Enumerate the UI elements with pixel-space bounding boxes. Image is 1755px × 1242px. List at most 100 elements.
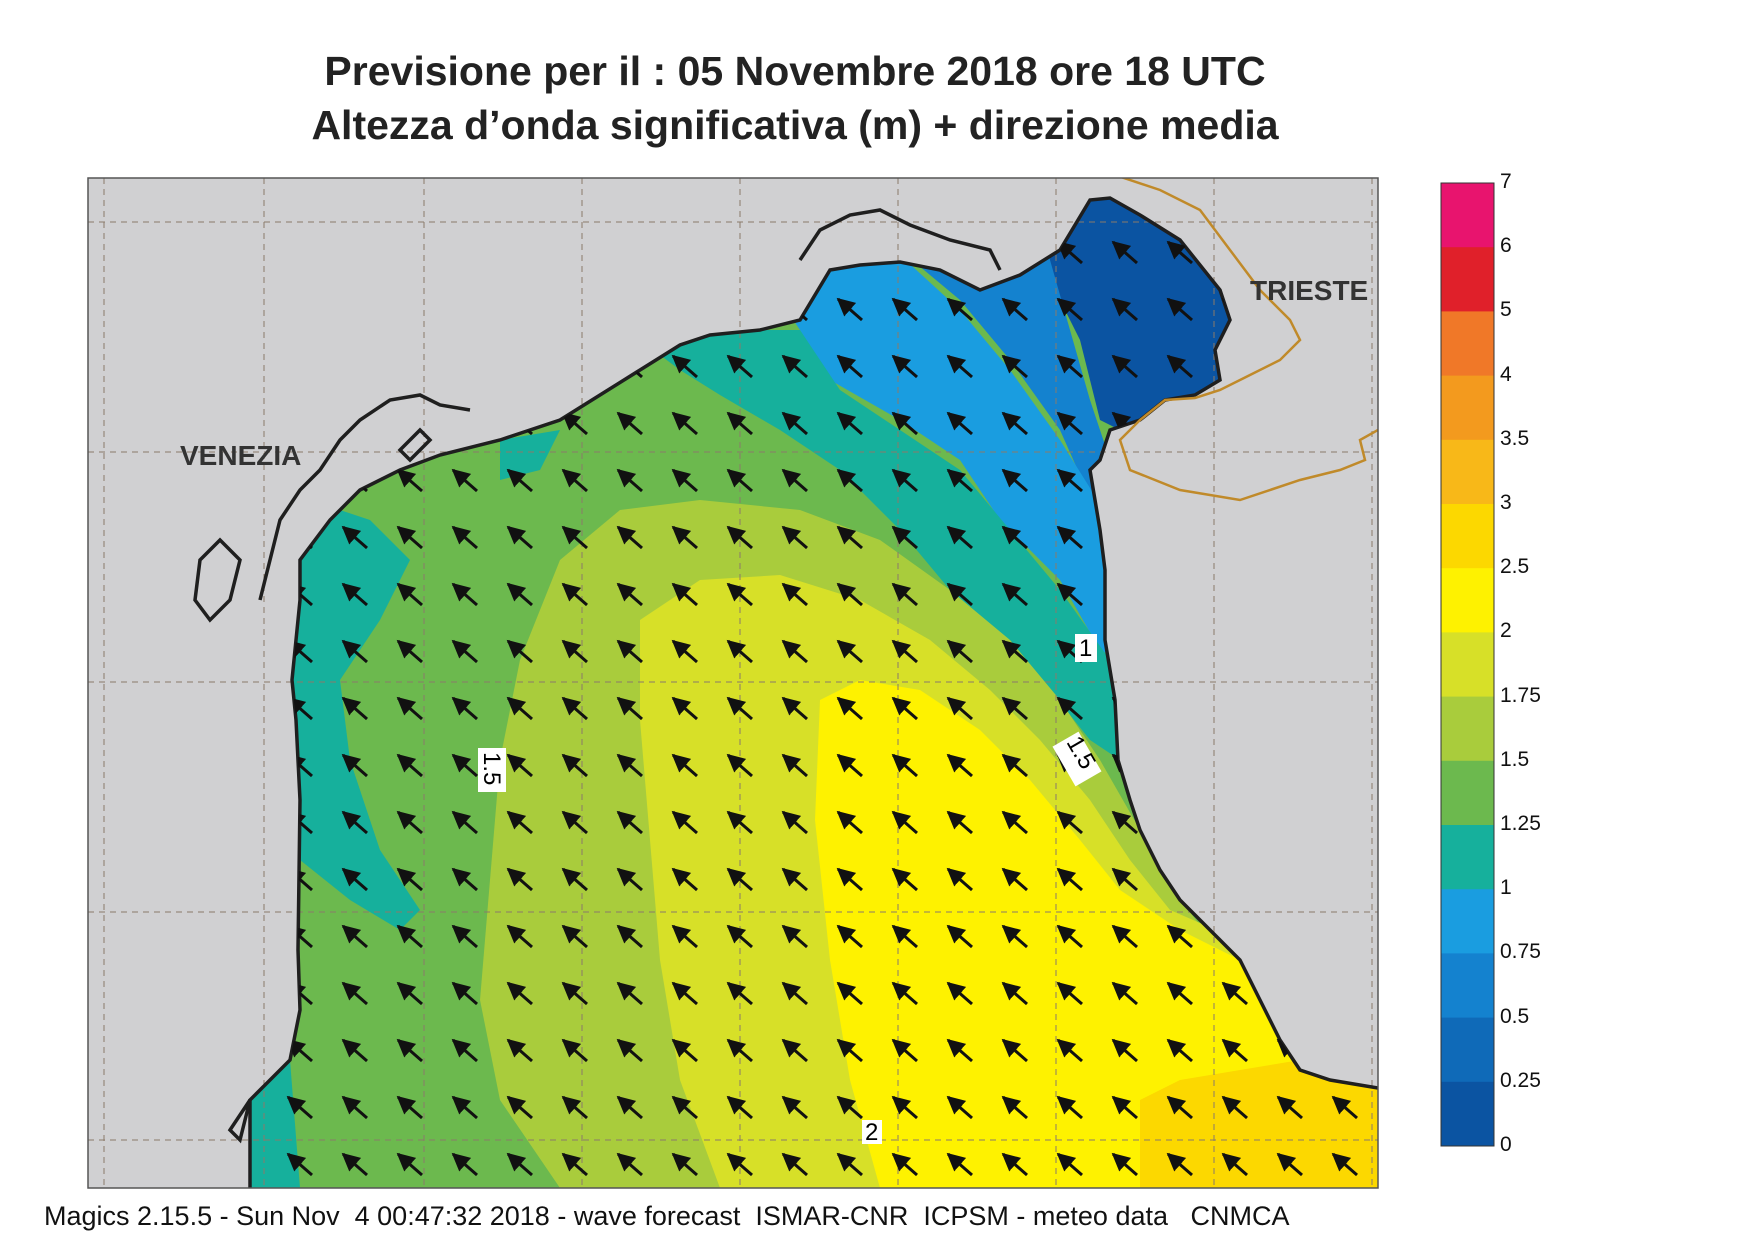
color-bar-swatch — [1441, 953, 1494, 1019]
wave-arrow — [946, 639, 973, 664]
wave-arrow — [891, 867, 918, 892]
wave-arrow — [1001, 810, 1028, 835]
wave-arrow — [1056, 297, 1083, 322]
color-bar-tick-label: 3.5 — [1500, 426, 1530, 450]
wave-arrow — [946, 468, 973, 493]
wave-arrow — [891, 1152, 918, 1177]
color-bar-tick-label: 6 — [1500, 234, 1512, 258]
wave-arrow — [946, 1038, 973, 1063]
color-bar-tick-label: 0.5 — [1500, 1004, 1530, 1028]
wave-arrow — [616, 639, 643, 664]
wave-arrow — [1166, 924, 1193, 949]
wave-arrow — [891, 1095, 918, 1120]
color-bar-swatch — [1441, 183, 1494, 248]
wave-arrow — [396, 696, 423, 721]
wave-arrow — [451, 924, 478, 949]
wave-arrow — [396, 924, 423, 949]
wave-arrow — [836, 1038, 863, 1063]
wave-arrow — [561, 639, 588, 664]
wave-arrow — [946, 981, 973, 1006]
wave-arrow — [396, 810, 423, 835]
wave-arrow — [616, 1095, 643, 1120]
wave-arrow — [781, 354, 808, 379]
wave-arrow — [1111, 867, 1138, 892]
wave-arrow — [506, 1038, 533, 1063]
color-bar-swatch — [1441, 632, 1494, 698]
wave-arrow — [946, 525, 973, 550]
wave-arrow — [946, 354, 973, 379]
wave-arrow — [1056, 1095, 1083, 1120]
wave-arrow — [726, 354, 753, 379]
wave-arrow — [1056, 810, 1083, 835]
color-bar-tick-label: 1.25 — [1500, 812, 1541, 835]
wave-arrow — [1001, 867, 1028, 892]
wave-arrow — [781, 468, 808, 493]
wave-arrow — [341, 753, 368, 778]
wave-arrow — [1331, 1152, 1358, 1177]
wave-arrow — [506, 582, 533, 607]
coastline — [193, 196, 1378, 1188]
color-bar-swatch — [1441, 375, 1494, 441]
wave-arrow — [616, 582, 643, 607]
wave-arrow — [836, 297, 863, 322]
wave-arrow — [836, 1095, 863, 1120]
wave-arrow — [946, 411, 973, 436]
wave-arrow — [396, 1095, 423, 1120]
wave-arrow — [891, 753, 918, 778]
wave-arrow — [341, 639, 368, 664]
wave-arrow — [561, 924, 588, 949]
wave-arrow — [671, 1038, 698, 1063]
footer-credits: Magics 2.15.5 - Sun Nov 4 00:47:32 2018 … — [44, 1201, 1290, 1231]
color-bar-swatch — [1441, 311, 1494, 377]
wave-arrow — [451, 753, 478, 778]
contour-labels: 1 1.5 1.5 2 — [478, 634, 1102, 1146]
wave-arrow — [726, 981, 753, 1006]
wave-arrow — [671, 867, 698, 892]
wave-arrow — [1001, 753, 1028, 778]
wave-arrow — [451, 981, 478, 1006]
wave-arrow — [891, 297, 918, 322]
wave-arrow — [341, 1038, 368, 1063]
wave-arrow — [671, 924, 698, 949]
wave-arrow — [561, 411, 588, 436]
wave-arrow — [726, 468, 753, 493]
wave-arrow — [891, 411, 918, 436]
color-bar-tick-label: 1 — [1500, 876, 1512, 900]
wave-arrow — [396, 753, 423, 778]
wave-arrow — [671, 468, 698, 493]
wave-arrow — [1221, 1095, 1248, 1120]
wave-arrow — [616, 525, 643, 550]
wave-arrow — [726, 1095, 753, 1120]
wave-arrow — [781, 753, 808, 778]
wave-arrow — [836, 639, 863, 664]
map-frame — [87, 177, 1379, 1189]
wave-arrow — [616, 1152, 643, 1177]
wave-arrow — [1276, 1152, 1303, 1177]
wave-arrow — [616, 753, 643, 778]
wave-arrow — [341, 1152, 368, 1177]
wave-arrow — [726, 924, 753, 949]
wave-arrow — [1221, 1152, 1248, 1177]
color-bar-tick-label: 5 — [1500, 298, 1512, 322]
contour-label-1: 1 — [1079, 635, 1092, 662]
color-bar-swatch — [1441, 439, 1494, 505]
wave-arrow — [781, 582, 808, 607]
wave-arrow — [891, 582, 918, 607]
wave-arrow — [1001, 639, 1028, 664]
wave-arrow — [451, 525, 478, 550]
wave-arrow — [836, 1152, 863, 1177]
map-title-line2: Altezza d’onda significativa (m) + direz… — [311, 102, 1279, 148]
wave-arrow — [506, 639, 533, 664]
wave-arrow — [781, 1038, 808, 1063]
wave-arrow — [726, 525, 753, 550]
place-label-venezia: VENEZIA — [180, 440, 301, 471]
wave-arrow — [671, 582, 698, 607]
wave-arrow — [836, 525, 863, 550]
wave-arrow — [286, 1152, 313, 1177]
wave-arrow — [781, 981, 808, 1006]
wave-arrow — [836, 411, 863, 436]
color-bar-frame — [1440, 182, 1495, 1147]
wave-arrow — [671, 1095, 698, 1120]
wave-arrow — [781, 1152, 808, 1177]
wave-arrow — [451, 1038, 478, 1063]
